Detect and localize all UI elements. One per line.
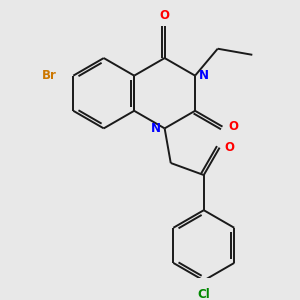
Text: O: O	[228, 120, 238, 133]
Text: N: N	[151, 122, 161, 135]
Text: O: O	[160, 9, 170, 22]
Text: O: O	[224, 141, 234, 154]
Text: Cl: Cl	[197, 288, 210, 300]
Text: Br: Br	[42, 69, 57, 82]
Text: N: N	[199, 69, 209, 82]
